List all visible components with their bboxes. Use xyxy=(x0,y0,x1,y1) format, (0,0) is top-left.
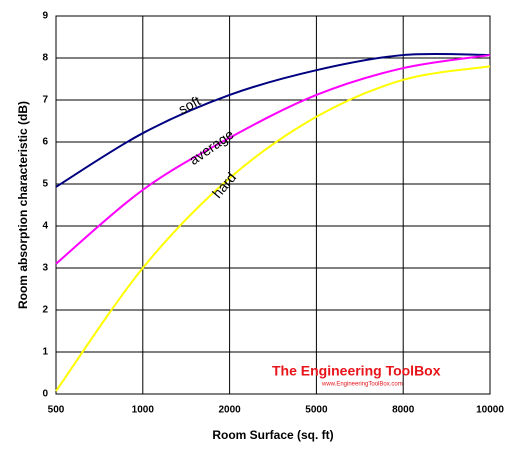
y-tick-label: 4 xyxy=(42,221,48,232)
watermark-title: The Engineering ToolBox xyxy=(272,363,441,379)
series-line xyxy=(55,54,491,265)
y-tick-label: 3 xyxy=(42,263,48,274)
y-tick-label: 6 xyxy=(42,137,48,148)
watermark-url: www.EngineeringToolBox.com xyxy=(321,382,403,388)
y-tick-label: 1 xyxy=(42,347,48,358)
y-tick-label: 5 xyxy=(42,179,48,190)
x-axis-title: Room Surface (sq. ft) xyxy=(212,428,333,442)
x-tick-label: 2000 xyxy=(218,405,241,416)
y-tick-label: 9 xyxy=(42,11,48,22)
x-tick-label: 1000 xyxy=(132,405,155,416)
x-tick-label: 8000 xyxy=(392,405,415,416)
y-tick-label: 8 xyxy=(42,53,48,64)
y-tick-label: 2 xyxy=(42,305,48,316)
y-tick-label: 0 xyxy=(42,389,48,400)
series-line xyxy=(55,65,491,392)
x-tick-label: 10000 xyxy=(476,405,504,416)
x-tick-label: 5000 xyxy=(305,405,328,416)
y-tick-label: 7 xyxy=(42,95,48,106)
series-line xyxy=(55,52,491,188)
x-tick-label: 500 xyxy=(48,405,65,416)
y-axis-title: Room absorption characteristic (dB) xyxy=(16,101,30,309)
plot-area xyxy=(55,15,491,395)
